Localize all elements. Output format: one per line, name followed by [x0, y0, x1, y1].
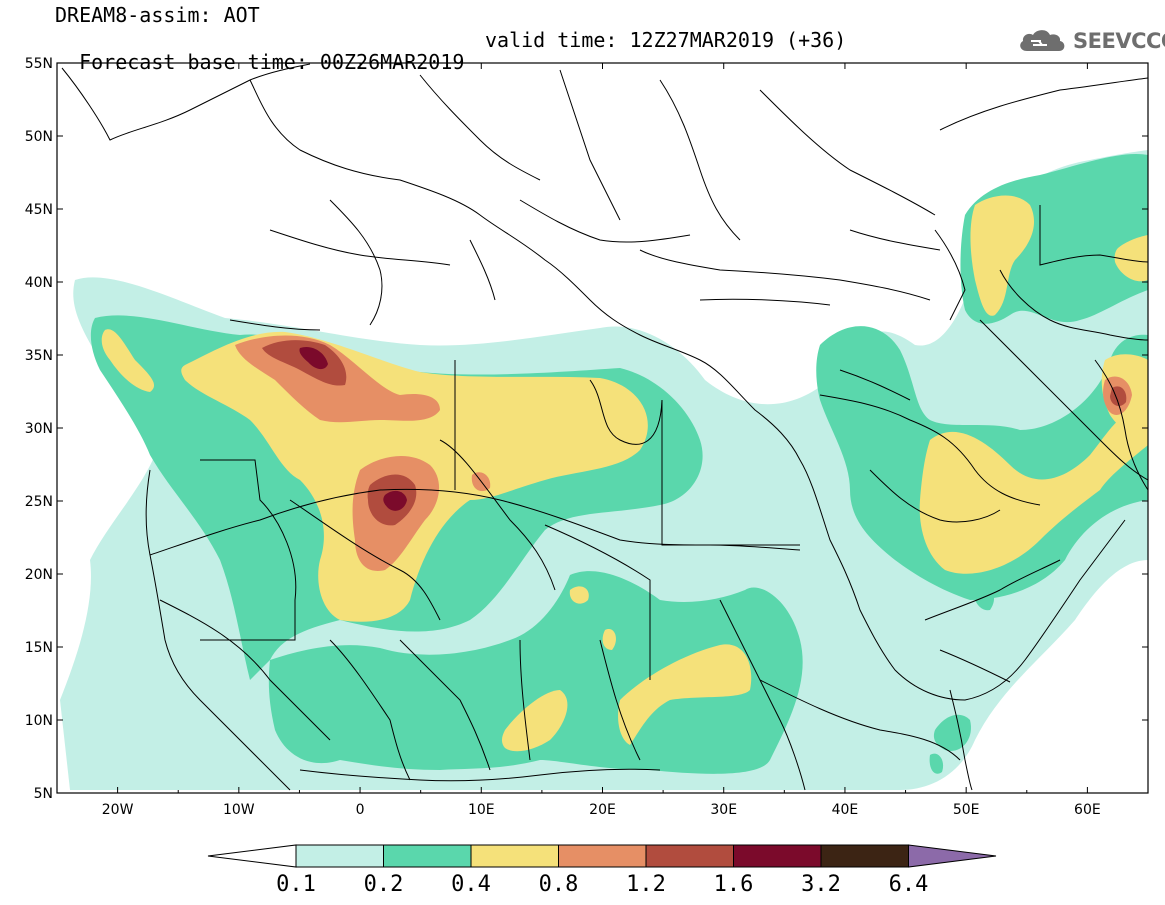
lat-label: 40N: [25, 275, 53, 291]
lat-label: 5N: [34, 786, 53, 802]
colorbar-label: 0.4: [451, 872, 491, 897]
longitude-labels: 20W 10W 0 10E 20E 30E 40E 50E 60E: [102, 802, 1101, 818]
lon-label: 40E: [832, 802, 859, 818]
colorbar-segment: [820, 844, 909, 868]
latitude-labels: 55N 50N 45N 40N 35N 30N 25N 20N 15N 10N 5N: [25, 56, 53, 802]
country-borders: [61, 63, 1148, 791]
logo-text: SEEVCCC: [1073, 29, 1165, 53]
lon-label: 20E: [589, 802, 616, 818]
colorbar-label: 1.6: [714, 872, 754, 897]
forecast-times: Forecast base time: 00Z26MAR2019 valid t…: [55, 29, 846, 95]
axis-ticks: [56, 62, 1149, 794]
aot-band-1.2: [262, 340, 1127, 526]
lat-label: 50N: [25, 129, 53, 145]
colorbar: 0.1 0.2 0.4 0.8 1.2 1.6 3.2 6.4: [207, 844, 997, 897]
colorbar-segment: [383, 844, 472, 868]
lon-label: 50E: [953, 802, 980, 818]
colorbar-segment: [558, 844, 647, 868]
valid-time-text: valid time: 12Z27MAR2019 (+36): [485, 28, 847, 52]
lat-label: 10N: [25, 713, 53, 729]
colorbar-label: 1.2: [626, 872, 666, 897]
colorbar-label: 0.8: [539, 872, 579, 897]
seevccc-logo: SEEVCCC: [1017, 26, 1165, 56]
colorbar-label: 6.4: [889, 872, 929, 897]
colorbar-segment: [645, 844, 734, 868]
colorbar-segment: [295, 844, 384, 868]
lat-label: 20N: [25, 567, 53, 583]
colorbar-high-arrow: [908, 844, 997, 868]
lat-label: 45N: [25, 202, 53, 218]
aot-band-1.6: [299, 346, 407, 511]
lat-label: 25N: [25, 494, 53, 510]
colorbar-segment: [733, 844, 822, 868]
lon-label: 10E: [468, 802, 495, 818]
lon-label: 0: [356, 802, 365, 818]
map-frame: [56, 62, 1149, 794]
aot-field: [60, 150, 1148, 790]
colorbar-label: 3.2: [801, 872, 841, 897]
lon-label: 60E: [1074, 802, 1101, 818]
base-time-text: Forecast base time: 00Z26MAR2019: [79, 50, 465, 74]
cloud-icon: [1020, 30, 1065, 51]
lat-label: 55N: [25, 56, 53, 72]
colorbar-segment: [470, 844, 559, 868]
map-title: DREAM8-assim: AOT: [55, 3, 260, 27]
colorbar-label: 0.1: [276, 872, 316, 897]
colorbar-low-arrow: [207, 844, 297, 868]
lat-label: 15N: [25, 640, 53, 656]
colorbar-label: 0.2: [364, 872, 404, 897]
lon-label: 20W: [102, 802, 134, 818]
lat-label: 30N: [25, 421, 53, 437]
lat-label: 35N: [25, 348, 53, 364]
lon-label: 30E: [710, 802, 737, 818]
lon-label: 10W: [223, 802, 255, 818]
